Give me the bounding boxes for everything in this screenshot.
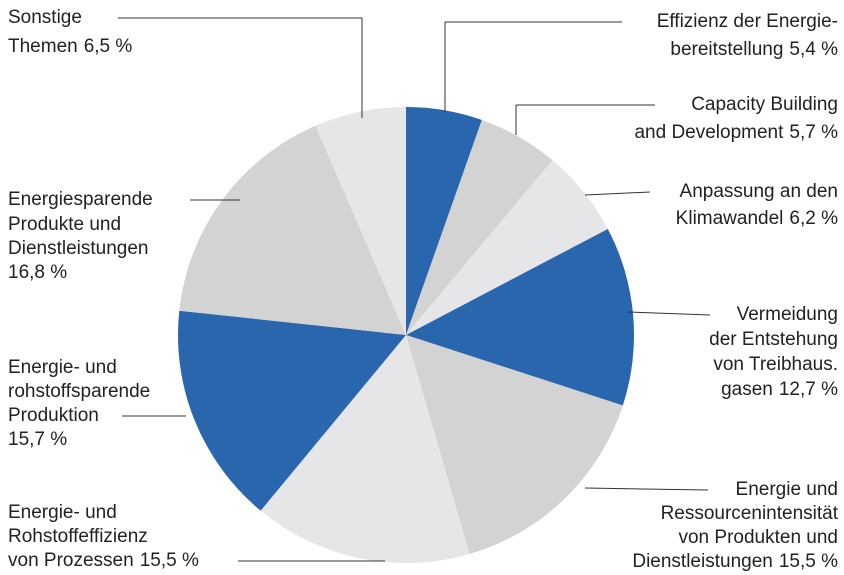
pie-slice: [406, 119, 553, 335]
leader-line: [584, 487, 709, 491]
pie-slice: [406, 107, 482, 335]
label-line: Effizienz der Energie-: [657, 11, 838, 32]
label-line: von Treibhaus.: [713, 354, 838, 375]
slice-label: Energie und Ressourcenintensität von Produ…: [632, 479, 838, 572]
value-label: 6,5 %: [84, 36, 133, 57]
pie-slice: [179, 125, 406, 335]
label-line: von Produkten und: [678, 527, 838, 548]
leader-line: [584, 191, 651, 196]
label-line: Dienstleistungen: [632, 551, 772, 572]
slice-label: Sonstige Themen 6,5 %: [8, 7, 132, 57]
pie-slice: [406, 228, 634, 406]
label-line: Capacity Building: [691, 94, 838, 115]
label-line: Sonstige: [8, 7, 82, 28]
label-line: Produkte und: [8, 214, 121, 235]
label-line: Energie und: [736, 479, 838, 500]
value-label: 16,8 %: [8, 262, 67, 283]
label-line: Dienstleistungen: [8, 238, 148, 259]
label-line: Energie- und: [8, 502, 117, 523]
label-line: Anpassung an den: [680, 181, 838, 202]
pie-slice: [315, 107, 406, 335]
leader-line: [627, 311, 711, 316]
pie-slice: [260, 335, 470, 563]
label-line: bereitstellung: [670, 39, 783, 60]
value-label: 5,4 %: [789, 39, 838, 60]
label-line: gasen: [721, 379, 773, 400]
label-line: Themen: [8, 36, 78, 57]
value-label: 15,7 %: [8, 429, 67, 450]
value-label: 5,7 %: [789, 122, 838, 143]
value-label: 15,5 %: [140, 550, 199, 571]
label-line: Rohstoffeffizienz: [8, 526, 148, 547]
value-label: 6,2 %: [789, 208, 838, 229]
slice-label: Vermeidung der Entstehung von Treibhaus. ga…: [709, 304, 838, 400]
slice-label: Energie- und Rohstoffeffizienz von Prozess…: [8, 502, 199, 571]
slice-label: Energie- und rohstoffsparende Produktion 15…: [8, 357, 150, 450]
pie-slice: [406, 335, 623, 554]
slice-label: Effizienz der Energie-bereitstellung 5,4 …: [657, 11, 838, 60]
label-line: and Development: [634, 122, 784, 143]
label-line: Energiesparende: [8, 189, 153, 210]
pie-slice: [178, 310, 406, 511]
label-line: Produktion: [8, 405, 99, 426]
label-line: Energie- und: [8, 357, 117, 378]
label-line: rohstoffsparende: [8, 381, 150, 402]
slice-label: Capacity Building and Development 5,7 %: [634, 94, 838, 143]
label-line: der Entstehung: [709, 329, 838, 350]
value-label: 15,5 %: [779, 551, 838, 572]
value-label: 12,7 %: [779, 379, 838, 400]
label-line: Klimawandel: [676, 208, 784, 229]
slice-label: Anpassung an den Klimawandel 6,2 %: [676, 181, 838, 229]
label-line: Ressourcenintensität: [661, 503, 839, 524]
label-line: von Prozessen: [8, 550, 134, 571]
label-line: Vermeidung: [737, 304, 838, 325]
slice-label: Energiesparende Produkte und Dienstleistun…: [8, 189, 153, 283]
pie-slice: [406, 160, 608, 335]
